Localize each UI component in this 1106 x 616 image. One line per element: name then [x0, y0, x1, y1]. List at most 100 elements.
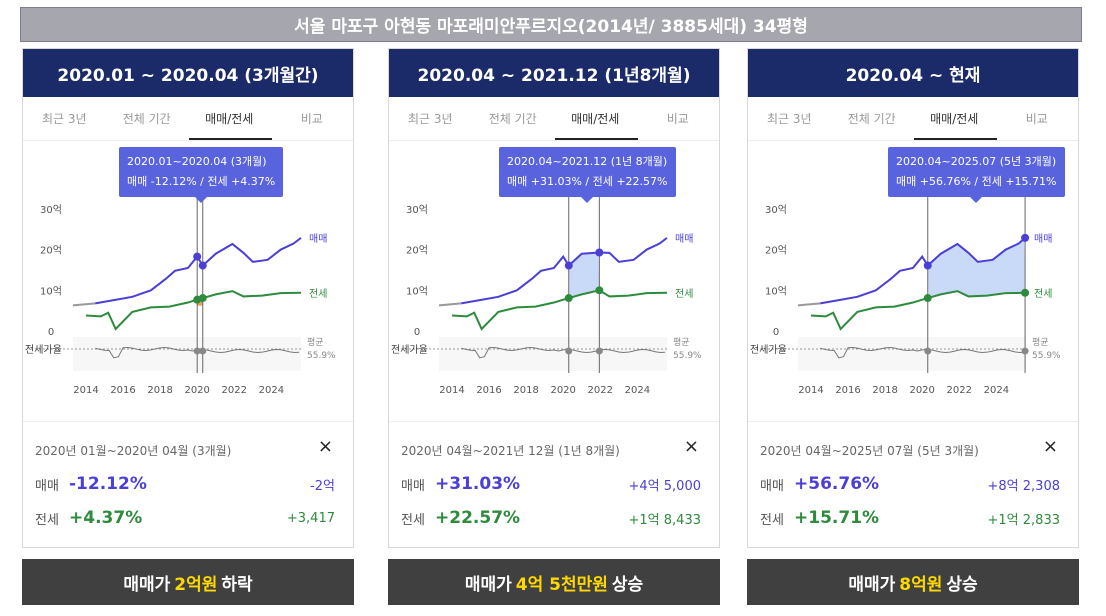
result-banner-3: 매매가 8억원 상승	[747, 559, 1079, 605]
range-tooltip: 2020.01~2020.04 (3개월) 매매 -12.12% / 전세 +4…	[119, 147, 284, 203]
tooltip-change: 매매 -12.12% / 전세 +4.37%	[127, 175, 276, 188]
tab-recent-3y[interactable]: 최근 3년	[407, 112, 453, 126]
summary-box: 2020년 01월~2020년 04월 (3개월) × 매매 -12.12% -…	[23, 421, 353, 547]
tab-bar: 최근 3년 전체 기간 매매/전세 비교	[389, 97, 719, 141]
jeonse-series-label: 전세	[675, 288, 693, 300]
sale-change-row: 매매 +56.76% +8억 2,308	[760, 474, 1060, 494]
summary-period: 2020년 01월~2020년 04월 (3개월)	[35, 444, 232, 458]
sale-series-label: 매매	[309, 233, 327, 245]
sale-label: 매매	[401, 478, 425, 494]
sale-line-early	[797, 302, 821, 307]
ratio-label: 전세가율	[25, 344, 62, 356]
range-tooltip: 2020.04~2021.12 (1년 8개월) 매매 +31.03% / 전세…	[499, 147, 676, 203]
sale-amount: -2억	[310, 478, 335, 494]
ratio-avg-value: 55.9%	[1032, 351, 1061, 361]
result-banner-1: 매매가 2억원 하락	[22, 559, 354, 605]
tab-sale-jeonse[interactable]: 매매/전세	[571, 112, 620, 126]
selection-area	[568, 252, 600, 298]
x-tick-label: 2024	[259, 385, 284, 396]
jeonse-line	[451, 289, 668, 331]
jeonse-series-label: 전세	[309, 288, 327, 300]
tooltip-period: 2020.04~2021.12 (1년 8개월)	[507, 155, 668, 168]
sale-point	[1021, 233, 1030, 242]
ratio-point	[193, 347, 201, 355]
ratio-avg-label: 평균	[307, 337, 324, 348]
sale-amount: +4억 5,000	[628, 478, 701, 494]
tab-all-period[interactable]: 전체 기간	[122, 112, 171, 126]
ratio-label: 전세가율	[391, 344, 428, 356]
ratio-line	[461, 347, 666, 359]
tooltip-change: 매매 +56.76% / 전세 +15.71%	[896, 175, 1057, 188]
y-tick-label: 0	[773, 327, 779, 338]
result-banner-2: 매매가 4억 5천만원 상승	[388, 559, 720, 605]
price-chart[interactable]: 0 10억 20억 30억 2014 2016 2018 2020 2022 2024 매매 전세 전세…	[748, 141, 1078, 421]
y-tick-label: 0	[48, 327, 54, 338]
sale-point	[595, 248, 604, 257]
sale-point	[564, 261, 573, 270]
jeonse-label: 전세	[401, 512, 425, 528]
summary-period: 2020년 04월~2021년 12월 (1년 8개월)	[401, 444, 620, 458]
y-tick-label: 10억	[406, 285, 428, 297]
jeonse-change-row: 전세 +22.57% +1억 8,433	[401, 508, 701, 528]
tooltip-period: 2020.01~2020.04 (3개월)	[127, 155, 267, 168]
chart-svg: 0 10억 20억 30억 2014 2016 2018 2020 2022 2024 매매전세전세…	[25, 191, 336, 396]
jeonse-amount: +1억 2,833	[987, 512, 1060, 528]
tab-bar: 최근 3년 전체 기간 매매/전세 비교	[748, 97, 1078, 141]
sale-label: 매매	[35, 478, 59, 494]
summary-period: 2020년 04월~2025년 07월 (5년 3개월)	[760, 444, 979, 458]
ratio-label: 전세가율	[750, 344, 787, 356]
ratio-line	[820, 347, 1025, 359]
summary-box: 2020년 04월~2021년 12월 (1년 8개월) × 매매 +31.03…	[389, 421, 719, 547]
sale-percent: +31.03%	[435, 474, 521, 494]
jeonse-point	[198, 294, 207, 303]
y-tick-label: 30억	[406, 204, 428, 216]
tab-compare[interactable]: 비교	[666, 112, 689, 126]
x-tick-label: 2018	[513, 385, 538, 396]
price-panel-1: 2020.01 ~ 2020.04 (3개월간) 최근 3년 전체 기간 매매/…	[22, 48, 354, 548]
jeonse-series-label: 전세	[1034, 288, 1052, 300]
y-tick-label: 20억	[40, 245, 62, 257]
page-title: 서울 마포구 아현동 마포래미안푸르지오(2014년/ 3885세대) 34평형	[20, 7, 1082, 42]
x-tick-label: 2016	[110, 385, 135, 396]
tab-all-period[interactable]: 전체 기간	[488, 112, 537, 126]
y-tick-label: 30억	[765, 204, 787, 216]
tab-compare[interactable]: 비교	[300, 112, 323, 126]
close-icon[interactable]: ×	[1042, 436, 1058, 457]
tab-compare[interactable]: 비교	[1025, 112, 1048, 126]
sale-series-label: 매매	[1034, 233, 1052, 245]
x-tick-label: 2022	[947, 385, 972, 396]
tab-recent-3y[interactable]: 최근 3년	[41, 112, 87, 126]
tab-all-period[interactable]: 전체 기간	[847, 112, 896, 126]
price-chart[interactable]: 0 10억 20억 30억 2014 2016 2018 2020 2022 2024 매매 전세 전세…	[23, 141, 353, 421]
panel-header: 2020.04 ~ 현재	[748, 49, 1078, 97]
price-panel-2: 2020.04 ~ 2021.12 (1년8개월) 최근 3년 전체 기간 매매…	[388, 48, 720, 548]
jeonse-label: 전세	[760, 512, 784, 528]
close-icon[interactable]: ×	[683, 436, 699, 457]
y-tick-label: 10억	[40, 285, 62, 297]
jeonse-change-row: 전세 +4.37% +3,417	[35, 508, 335, 528]
banner-prefix: 매매가	[464, 574, 512, 595]
tab-sale-jeonse[interactable]: 매매/전세	[930, 112, 979, 126]
tab-bar: 최근 3년 전체 기간 매매/전세 비교	[23, 97, 353, 141]
close-icon[interactable]: ×	[317, 436, 333, 457]
sale-line	[461, 237, 668, 305]
x-tick-label: 2022	[222, 385, 247, 396]
x-tick-label: 2020	[184, 385, 209, 396]
tooltip-change: 매매 +31.03% / 전세 +22.57%	[507, 175, 668, 188]
selection-marker	[197, 299, 203, 306]
tab-recent-3y[interactable]: 최근 3년	[766, 112, 812, 126]
jeonse-amount: +3,417	[286, 510, 335, 526]
active-tab-underline	[555, 138, 638, 140]
jeonse-label: 전세	[35, 512, 59, 528]
panel-header: 2020.04 ~ 2021.12 (1년8개월)	[389, 49, 719, 97]
ratio-avg-label: 평균	[673, 337, 690, 348]
tab-sale-jeonse[interactable]: 매매/전세	[205, 112, 254, 126]
x-tick-label: 2016	[476, 385, 501, 396]
jeonse-percent: +15.71%	[794, 508, 880, 528]
sale-point	[193, 252, 202, 261]
sale-line-early	[72, 302, 96, 307]
price-chart[interactable]: 0 10억 20억 30억 2014 2016 2018 2020 2022 2024 매매 전세 전세…	[389, 141, 719, 421]
sale-change-row: 매매 -12.12% -2억	[35, 474, 335, 494]
x-tick-label: 2020	[550, 385, 575, 396]
ratio-point	[924, 347, 932, 355]
